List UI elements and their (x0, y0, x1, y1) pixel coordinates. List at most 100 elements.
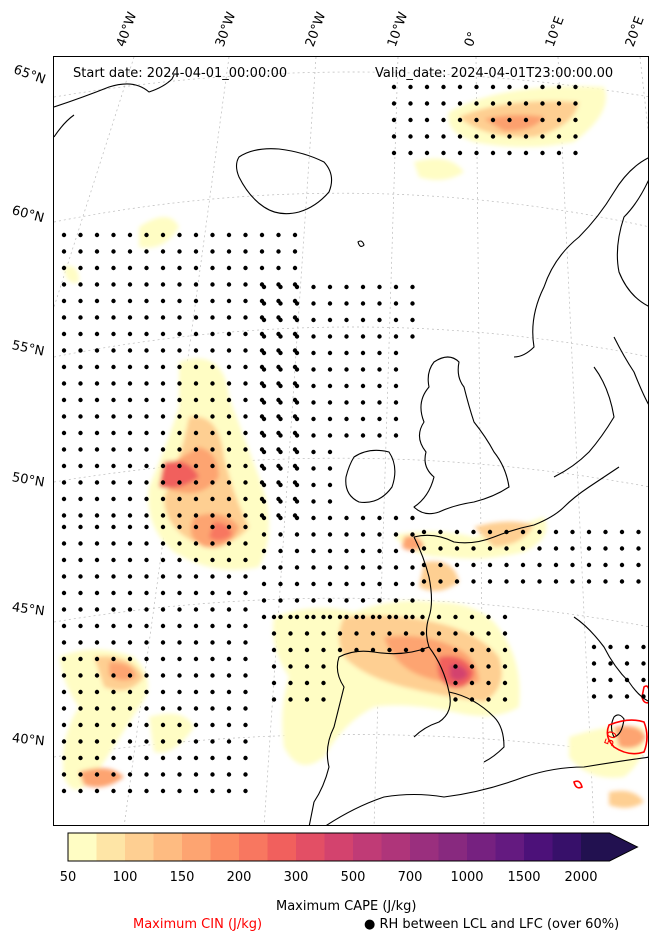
colorbar-cell (153, 833, 183, 861)
rh-dot (278, 383, 283, 389)
rh-dot (78, 513, 83, 518)
rh-dot-icon: ● (364, 917, 376, 932)
rh-dot (271, 697, 277, 702)
rh-dot (311, 466, 316, 471)
rh-dot (424, 117, 430, 123)
rh-dot (276, 249, 281, 254)
rh-dot (504, 529, 509, 535)
rh-dot (469, 614, 475, 620)
rh-dot (294, 482, 300, 488)
rh-dot (111, 298, 116, 304)
rh-dot (408, 134, 413, 139)
rh-dot (177, 755, 182, 761)
rh-dot (360, 400, 366, 405)
rh-dot (144, 249, 149, 254)
rh-dot (243, 447, 248, 452)
rh-dot (261, 367, 267, 372)
rh-dot (556, 84, 562, 90)
rh-dot (537, 529, 542, 535)
rh-dot (354, 647, 359, 653)
rh-dot (243, 513, 248, 518)
rh-dot (127, 232, 133, 238)
rh-dot (278, 581, 283, 587)
rh-dot (61, 364, 67, 370)
rh-dot (311, 334, 316, 339)
rh-dot (243, 265, 248, 271)
rh-dot (393, 532, 399, 537)
rh-dot (61, 513, 67, 518)
colorbar-cell (467, 833, 496, 861)
rh-dot (311, 367, 316, 372)
rh-dot (453, 680, 458, 686)
rh-dot (327, 466, 333, 471)
rh-dot (111, 574, 116, 579)
rh-dot (490, 117, 496, 123)
rh-dot (261, 532, 267, 537)
rh-dot (94, 430, 100, 436)
rh-dot (520, 529, 526, 535)
rh-dot (540, 134, 545, 139)
rh-dot (278, 466, 283, 471)
rh-dot (261, 317, 267, 323)
rh-dot (160, 673, 166, 678)
rh-dot (111, 348, 116, 353)
rh-dot (486, 697, 491, 702)
rh-dot (486, 614, 491, 620)
rh-dot (160, 298, 166, 304)
rh-dot (321, 647, 326, 653)
rh-dot (144, 524, 149, 530)
rh-dot (636, 529, 641, 535)
rh-dot (61, 232, 67, 238)
rh-dot (344, 581, 349, 587)
rh-dot (177, 331, 182, 337)
rh-dot (226, 447, 232, 452)
rh-dot (61, 282, 67, 287)
rh-dot (261, 598, 267, 603)
colorbar-cell (96, 833, 126, 861)
rh-dot (144, 232, 149, 238)
rh-dot (603, 529, 608, 535)
rh-dot (111, 513, 116, 518)
rh-dot (127, 772, 133, 777)
rh-dot (61, 381, 67, 386)
rh-dot (502, 697, 508, 702)
rh-dot (586, 562, 592, 568)
rh-dot (127, 513, 133, 518)
rh-dot (94, 788, 100, 794)
rh-dot (311, 565, 316, 570)
lat-label-40n: 40°N (11, 731, 46, 750)
rh-dot (210, 524, 215, 530)
rh-dot (193, 623, 199, 629)
rh-dot (160, 524, 166, 530)
rh-dot (502, 631, 508, 636)
rh-dot (94, 381, 100, 386)
rh-dot (210, 590, 215, 596)
lat-label-55n: 55°N (10, 338, 46, 360)
rh-dot (111, 557, 116, 563)
rh-dot (61, 640, 67, 645)
rh-dot (393, 565, 399, 570)
rh-dot (226, 673, 232, 678)
rh-dot (94, 232, 100, 238)
rh-dot (78, 689, 83, 695)
rh-dot (454, 546, 460, 551)
rh-dot (177, 739, 182, 744)
rh-dot (421, 546, 427, 551)
rh-dot (420, 614, 425, 620)
rh-dot (311, 383, 316, 389)
rh-dot (469, 697, 475, 702)
cin-legend-label: Maximum CIN (J/kg) (133, 917, 263, 932)
rh-dot (78, 557, 83, 563)
rh-dot (556, 150, 562, 156)
rh-dot (591, 661, 597, 666)
rh-dot (111, 282, 116, 287)
rh-dot (144, 298, 149, 304)
rh-dot (294, 317, 300, 323)
rh-dot (420, 631, 425, 636)
rh-dot (553, 529, 559, 535)
rh-dot (553, 579, 559, 584)
colorbar-tick-label: 500 (340, 870, 366, 885)
rh-dot (344, 350, 349, 356)
rh-dot (393, 598, 399, 603)
rh-dot (94, 755, 100, 761)
